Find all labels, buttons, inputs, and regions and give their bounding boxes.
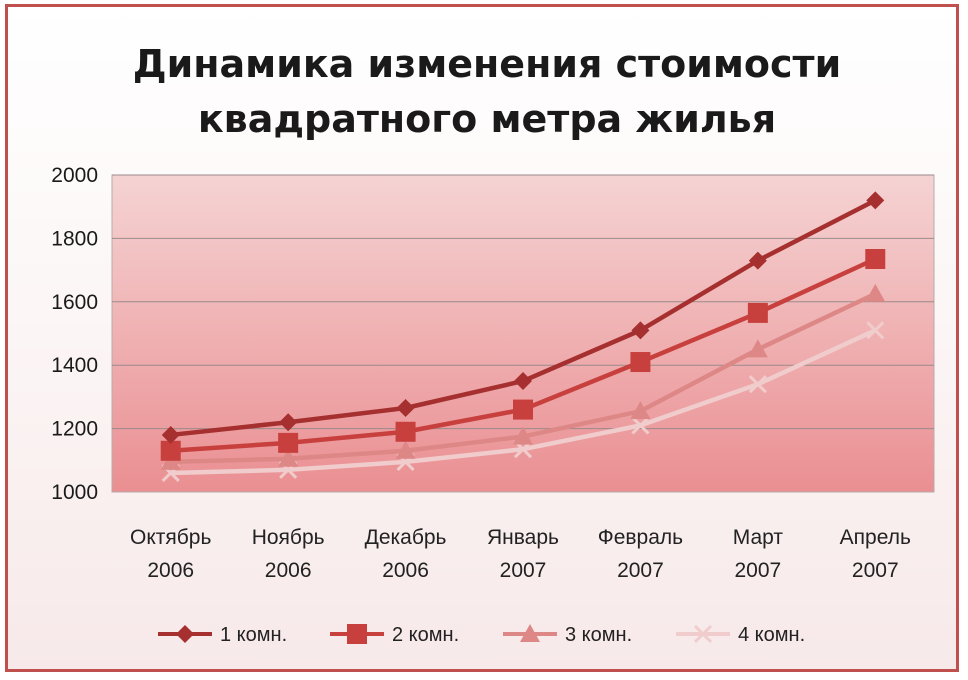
- data-point-series-3: [513, 426, 533, 445]
- line-chart: Динамика изменения стоимости квадратного…: [51, 42, 935, 646]
- legend-item-1: 1 комн.: [158, 624, 287, 646]
- legend-label: 4 комн.: [738, 624, 805, 646]
- data-point-series-4: [631, 416, 650, 435]
- x-tick-label-year: 2006: [147, 559, 194, 582]
- x-tick-label: Январь: [487, 526, 559, 549]
- data-point-series-2: [395, 421, 416, 442]
- x-tick-label-year: 2006: [265, 559, 312, 582]
- data-point-series-4: [866, 321, 885, 340]
- y-tick-label: 1800: [51, 227, 98, 250]
- legend-item-4: 4 комн.: [676, 624, 805, 646]
- y-tick-label: 1000: [51, 481, 98, 504]
- y-tick-label: 2000: [51, 164, 98, 187]
- data-point-series-3: [630, 401, 651, 420]
- x-tick-label: Ноябрь: [252, 526, 325, 549]
- x-tick-label: Апрель: [840, 526, 911, 549]
- x-tick-label-year: 2006: [382, 559, 429, 582]
- triangle-marker: [520, 624, 540, 642]
- x-tick-label: Октябрь: [130, 526, 211, 549]
- data-point-series-3: [747, 339, 768, 358]
- legend-label: 3 комн.: [565, 624, 632, 646]
- x-marker: [693, 624, 713, 644]
- data-point-series-2: [747, 302, 768, 323]
- y-tick-label: 1200: [51, 418, 98, 441]
- chart-title-line-2: квадратного метра жилья: [198, 97, 776, 141]
- legend-label: 1 комн.: [220, 624, 287, 646]
- x-tick-label-year: 2007: [734, 559, 781, 582]
- data-point-series-2: [630, 352, 651, 373]
- data-point-series-3: [160, 451, 181, 470]
- square-marker: [347, 624, 367, 644]
- chart-title-line-1: Динамика изменения стоимости: [133, 42, 841, 86]
- y-tick-label: 1600: [51, 291, 98, 314]
- legend-label: 2 комн.: [392, 624, 459, 646]
- data-point-series-1: [514, 372, 532, 391]
- x-tick-label: Февраль: [598, 526, 683, 549]
- data-point-series-3: [278, 448, 299, 467]
- data-point-series-1: [396, 398, 415, 417]
- diamond-marker: [176, 625, 194, 643]
- data-point-series-2: [160, 440, 181, 461]
- y-tick-label: 1400: [51, 354, 98, 377]
- data-point-series-1: [866, 191, 885, 210]
- data-point-series-2: [513, 399, 533, 420]
- legend-item-2: 2 комн.: [330, 624, 459, 646]
- data-point-series-2: [278, 432, 299, 453]
- data-point-series-1: [631, 321, 650, 340]
- data-point-series-1: [161, 425, 180, 444]
- x-tick-label-year: 2007: [617, 559, 664, 582]
- chart-frame: Динамика изменения стоимости квадратного…: [5, 4, 959, 672]
- data-point-series-2: [865, 249, 886, 270]
- legend-item-3: 3 комн.: [503, 624, 632, 646]
- data-point-series-1: [279, 413, 298, 432]
- x-tick-label: Март: [733, 526, 784, 549]
- x-tick-label-year: 2007: [500, 559, 547, 582]
- x-tick-label-year: 2007: [852, 559, 899, 582]
- x-tick-label: Декабрь: [365, 526, 447, 549]
- data-point-series-3: [395, 440, 416, 459]
- data-point-series-3: [865, 283, 886, 302]
- data-point-series-1: [748, 251, 767, 270]
- data-point-series-4: [748, 375, 767, 394]
